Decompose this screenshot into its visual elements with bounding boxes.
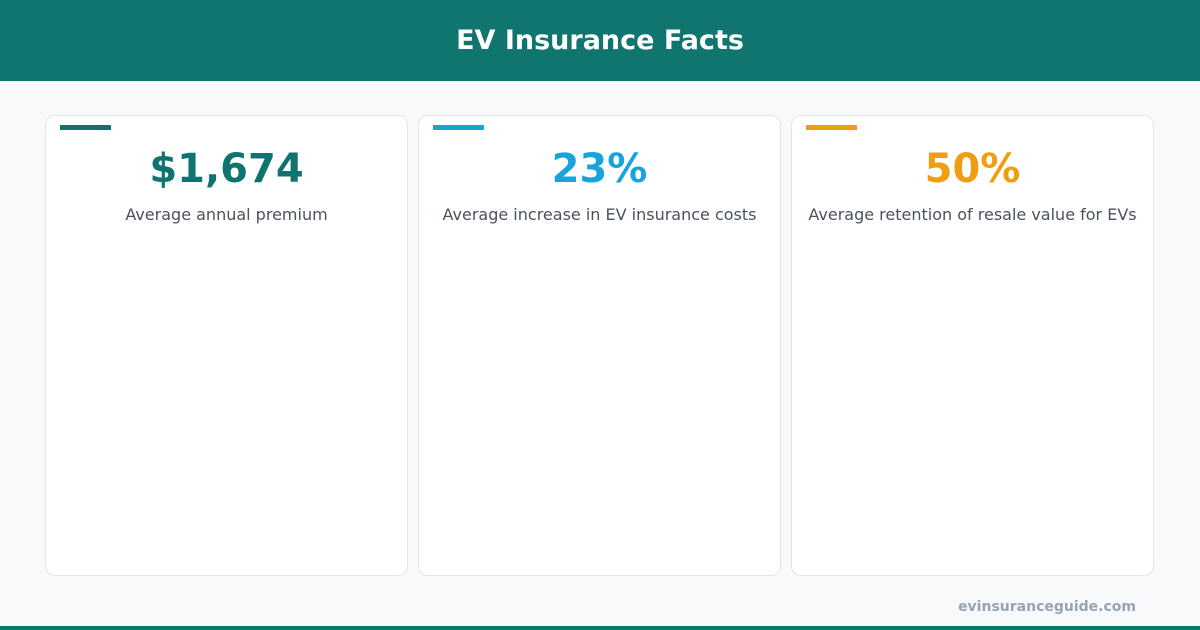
stat-value: 50% — [924, 146, 1021, 192]
stat-label: Average increase in EV insurance costs — [442, 205, 757, 224]
title: EV Insurance Facts — [456, 25, 744, 56]
accent-bar — [60, 125, 111, 130]
stat-value: $1,674 — [149, 146, 304, 192]
stat-label: Average annual premium — [125, 205, 328, 224]
stat-card: 50% Average retention of resale value for… — [791, 115, 1154, 576]
footer-site: evinsuranceguide.com — [958, 599, 1136, 615]
header: EV Insurance Facts — [0, 0, 1200, 81]
stat-value: 23% — [551, 146, 648, 192]
bottom-bar — [0, 626, 1200, 630]
stat-card: 23% Average increase in EV insurance cost… — [418, 115, 781, 576]
cards: $1,674 Average annual premium 23% Average i… — [45, 115, 1155, 576]
accent-bar — [433, 125, 484, 130]
stat-label: Average retention of resale value for EV… — [808, 205, 1137, 224]
accent-bar — [806, 125, 857, 130]
stat-card: $1,674 Average annual premium — [45, 115, 408, 576]
